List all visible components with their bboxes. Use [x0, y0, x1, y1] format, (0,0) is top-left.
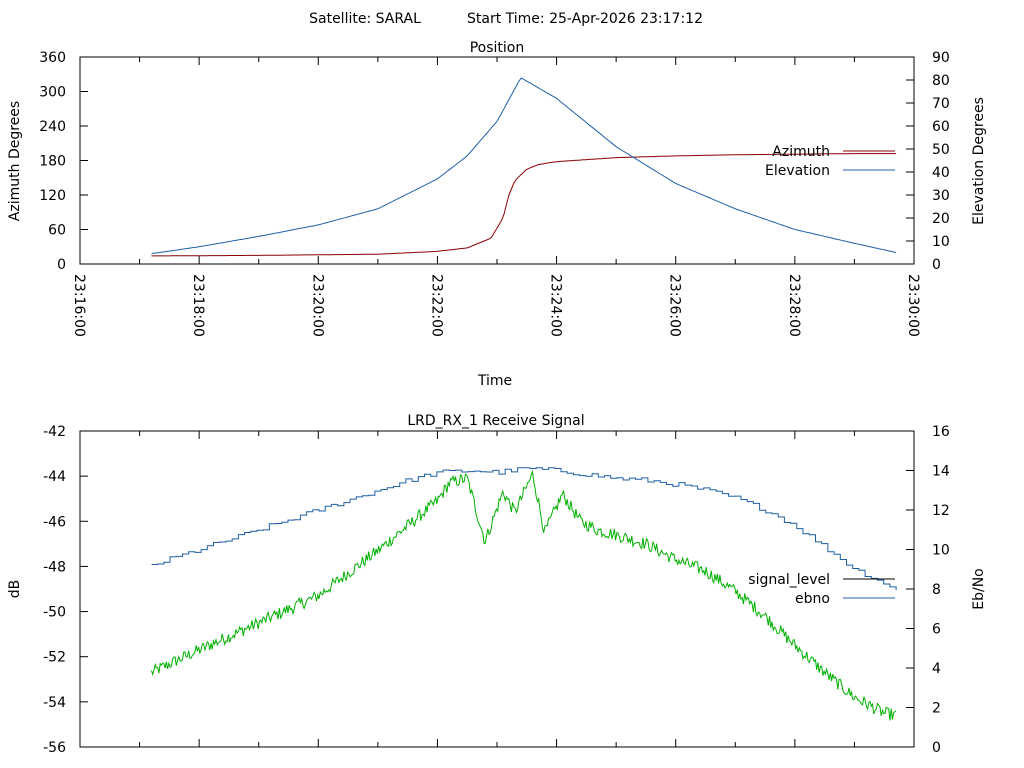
y-right-tick-label: 6	[932, 622, 941, 638]
y-right-tick-label: 10	[932, 234, 950, 250]
signal-ylabel-right: Eb/No	[971, 568, 987, 610]
satellite-label: Satellite: SARAL	[309, 11, 421, 27]
y-left-tick-label: 240	[39, 119, 66, 135]
signal-title: LRD_RX_1 Receive Signal	[407, 413, 584, 429]
y-right-tick-label: 40	[932, 165, 950, 181]
y-left-tick-label: -44	[43, 469, 66, 485]
y-right-tick-label: 8	[932, 582, 941, 598]
y-left-tick-label: 180	[39, 154, 66, 170]
y-right-tick-label: 30	[932, 188, 950, 204]
y-left-tick-label: 300	[39, 85, 66, 101]
y-left-tick-label: 60	[48, 223, 66, 239]
y-right-tick-label: 80	[932, 73, 950, 89]
y-right-tick-label: 20	[932, 211, 950, 227]
y-left-tick-label: -54	[43, 695, 66, 711]
y-left-tick-label: 360	[39, 50, 66, 66]
x-tick-label: 23:16:00	[71, 274, 87, 337]
y-right-tick-label: 90	[932, 50, 950, 66]
y-right-tick-label: 0	[932, 257, 941, 273]
plot-frame	[79, 430, 915, 748]
x-tick-label: 23:20:00	[309, 274, 325, 337]
y-right-tick-label: 0	[932, 740, 941, 756]
legend-label: Elevation	[765, 163, 830, 179]
receive-signal-chart: LRD_RX_1 Receive Signal dB Eb/No -42 -44 -…	[7, 413, 987, 756]
y-right-tick-label: 16	[932, 424, 950, 440]
x-tick-label: 23:26:00	[667, 274, 683, 337]
x-tick-label: 23:18:00	[190, 274, 206, 337]
y-right-tick-label: 50	[932, 142, 950, 158]
position-ylabel-right: Elevation Degrees	[971, 97, 987, 225]
y-right-tick-label: 4	[932, 661, 941, 677]
position-ylabel-left: Azimuth Degrees	[7, 101, 23, 221]
y-right-tick-label: 12	[932, 503, 950, 519]
y-right-tick-label: 60	[932, 119, 950, 135]
series-line-ebno	[151, 467, 897, 591]
start-time-label: Start Time: 25-Apr-2026 23:17:12	[467, 11, 703, 27]
y-left-tick-label: -46	[43, 514, 66, 530]
x-tick-label: 23:30:00	[905, 274, 921, 337]
position-title: Position	[470, 40, 525, 56]
legend-label: Azimuth	[772, 144, 830, 160]
y-left-tick-label: -50	[43, 605, 66, 621]
y-right-tick-label: 70	[932, 96, 950, 112]
y-right-tick-label: 10	[932, 543, 950, 559]
series-line-signal-level	[151, 469, 897, 721]
series-line-Elevation	[151, 77, 897, 255]
y-left-tick-label: -52	[43, 650, 66, 666]
plot-frame	[79, 56, 915, 265]
position-chart: Position Time Azimuth Degrees Elevation …	[7, 40, 987, 389]
signal-ylabel-left: dB	[7, 580, 23, 599]
y-left-tick-label: -42	[43, 424, 66, 440]
series-line-Azimuth	[151, 153, 897, 257]
y-right-tick-label: 2	[932, 701, 941, 717]
legend-label: ebno	[795, 591, 830, 607]
y-left-tick-label: -48	[43, 559, 66, 575]
position-xlabel: Time	[477, 373, 512, 389]
y-left-tick-label: -56	[43, 740, 66, 756]
x-tick-label: 23:28:00	[786, 274, 802, 337]
x-tick-label: 23:22:00	[428, 274, 444, 337]
y-right-tick-label: 14	[932, 464, 950, 480]
y-left-tick-label: 0	[57, 257, 66, 273]
x-tick-label: 23:24:00	[548, 274, 564, 337]
y-left-tick-label: 120	[39, 188, 66, 204]
legend-label: signal_level	[748, 572, 830, 588]
